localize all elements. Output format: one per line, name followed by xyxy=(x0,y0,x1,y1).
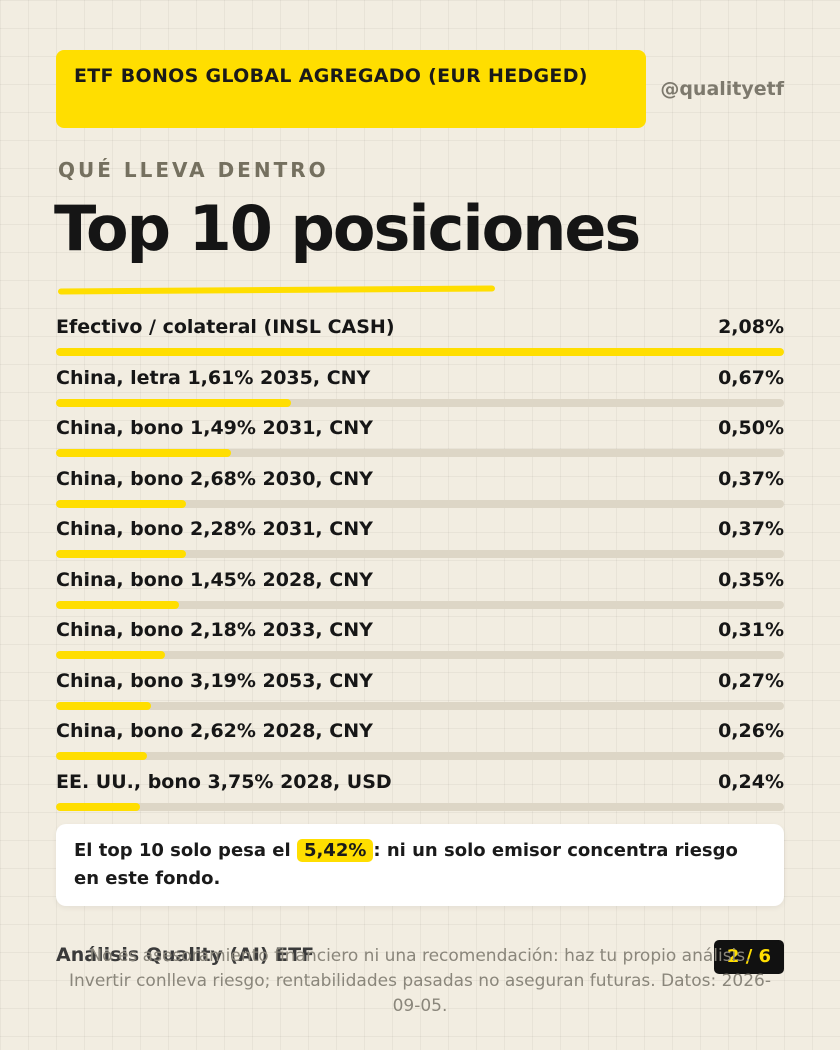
holding-row: EE. UU., bono 3,75% 2028, USD 0,24% xyxy=(56,769,784,820)
holding-name: Efectivo / colateral (INSL CASH) xyxy=(56,316,395,338)
holding-row: China, bono 2,18% 2033, CNY 0,31% xyxy=(56,617,784,668)
weight-bar-track xyxy=(56,398,784,407)
weight-bar-track xyxy=(56,348,784,356)
weight-bar-track xyxy=(56,449,784,457)
title-underline xyxy=(57,285,496,295)
holding-row: China, bono 2,68% 2030, CNY 0,37% xyxy=(56,466,784,517)
weight-bar-track xyxy=(56,651,784,659)
note-highlight: 5,42% xyxy=(296,839,374,862)
weight-bar-track xyxy=(56,701,784,710)
page-title: Top 10 posiciones xyxy=(54,192,641,265)
holding-row: China, bono 3,19% 2053, CNY 0,27% xyxy=(56,668,784,719)
note-prefix: El top 10 solo pesa el xyxy=(74,840,291,861)
holding-weight: 2,08% xyxy=(718,316,784,338)
holding-weight: 0,35% xyxy=(718,568,784,591)
holding-row: Efectivo / colateral (INSL CASH) 2,08% xyxy=(56,314,784,365)
weight-bar-fill xyxy=(56,600,179,609)
weight-bar-fill xyxy=(56,752,147,760)
holding-name: China, bono 2,18% 2033, CNY xyxy=(56,619,373,641)
holding-name: China, bono 1,49% 2031, CNY xyxy=(56,417,373,439)
holding-name: China, bono 2,68% 2030, CNY xyxy=(56,467,373,490)
header-banner: ETF BONOS GLOBAL AGREGADO (EUR HEDGED) xyxy=(56,50,646,128)
section-kicker: QUÉ LLEVA DENTRO xyxy=(58,158,329,182)
weight-bar-track xyxy=(56,752,784,760)
holding-name: China, bono 3,19% 2053, CNY xyxy=(56,669,373,692)
weight-bar-fill xyxy=(56,701,151,710)
holding-row: China, letra 1,61% 2035, CNY 0,67% xyxy=(56,365,784,416)
disclaimer: No es asesoramiento financiero ni una re… xyxy=(69,946,771,1016)
holding-name: China, bono 2,28% 2031, CNY xyxy=(56,518,373,540)
weight-bar-track xyxy=(56,600,784,609)
weight-bar-track xyxy=(56,550,784,558)
holding-weight: 0,26% xyxy=(718,720,784,742)
weight-bar-fill xyxy=(56,348,784,356)
weight-bar-track xyxy=(56,499,784,508)
weight-bar-fill xyxy=(56,499,186,508)
note-suffix: : ni un solo emisor concentra riesgo en … xyxy=(74,840,738,889)
holding-name: EE. UU., bono 3,75% 2028, USD xyxy=(56,770,392,793)
holding-name: China, letra 1,61% 2035, CNY xyxy=(56,366,371,389)
weight-bar-fill xyxy=(56,398,291,407)
social-handle: @qualityetf xyxy=(660,78,784,100)
holding-row: China, bono 1,49% 2031, CNY 0,50% xyxy=(56,415,784,466)
holding-weight: 0,24% xyxy=(718,770,784,793)
holding-weight: 0,27% xyxy=(718,669,784,692)
holding-row: China, bono 2,62% 2028, CNY 0,26% xyxy=(56,718,784,769)
weight-bar-fill xyxy=(56,449,231,457)
summary-note: El top 10 solo pesa el 5,42%: ni un solo… xyxy=(56,824,784,906)
holdings-list: Efectivo / colateral (INSL CASH) 2,08% Chi… xyxy=(56,314,784,819)
header-title: ETF BONOS GLOBAL AGREGADO (EUR HEDGED) xyxy=(74,65,588,87)
holding-name: China, bono 1,45% 2028, CNY xyxy=(56,568,373,591)
page-indicator: 2 / 6 xyxy=(714,940,784,974)
weight-bar-fill xyxy=(56,802,140,811)
weight-bar-fill xyxy=(56,550,186,558)
holding-weight: 0,37% xyxy=(718,518,784,540)
weight-bar-track xyxy=(56,802,784,811)
holding-weight: 0,31% xyxy=(718,619,784,641)
holding-row: China, bono 2,28% 2031, CNY 0,37% xyxy=(56,516,784,567)
holding-weight: 0,37% xyxy=(718,467,784,490)
weight-bar-fill xyxy=(56,651,165,659)
holding-weight: 0,67% xyxy=(718,366,784,389)
holding-weight: 0,50% xyxy=(718,417,784,439)
footer-brand: Análisis Quality (AI) ETF xyxy=(56,944,315,966)
holding-row: China, bono 1,45% 2028, CNY 0,35% xyxy=(56,567,784,618)
holding-name: China, bono 2,62% 2028, CNY xyxy=(56,720,373,742)
